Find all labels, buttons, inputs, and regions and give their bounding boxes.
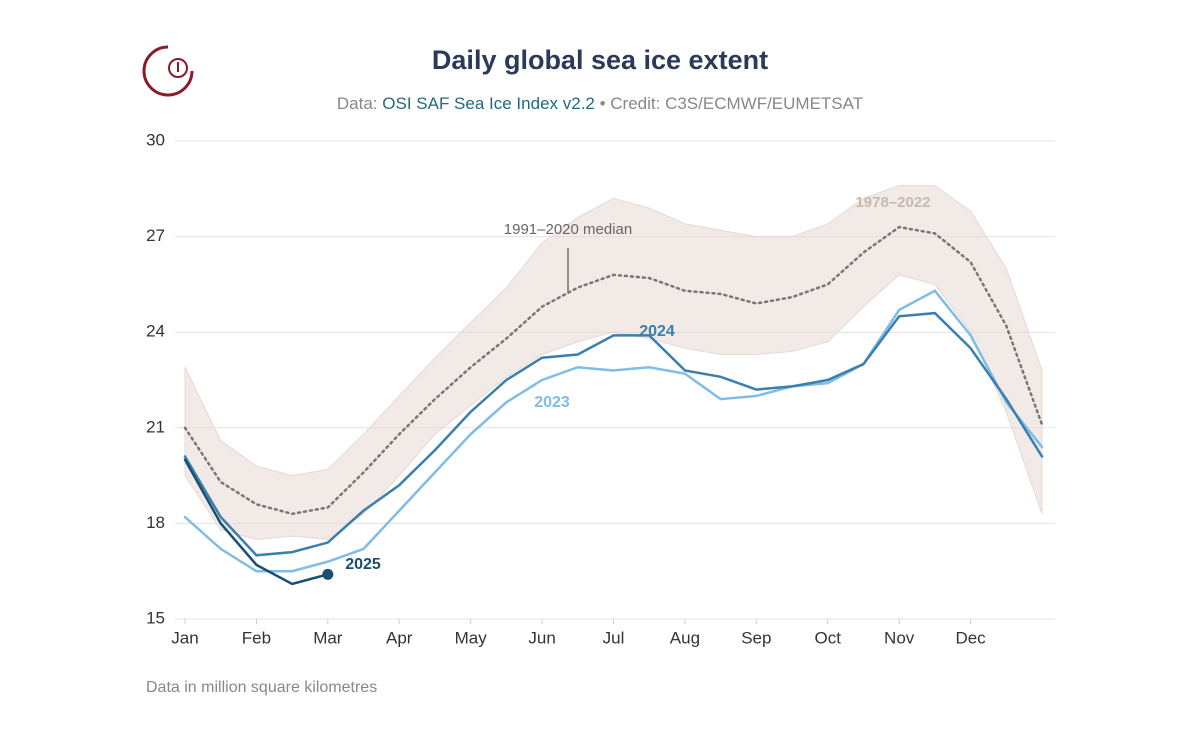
logo	[142, 45, 194, 97]
x-tick-label: Jan	[171, 628, 198, 647]
y-tick-label: 18	[146, 513, 165, 532]
y-tick-label: 21	[146, 417, 165, 436]
series-label: 2023	[534, 394, 570, 411]
series-line	[183, 289, 1044, 573]
x-tick-label: Nov	[884, 628, 915, 647]
series-line	[183, 311, 1044, 557]
y-tick-label: 15	[146, 608, 165, 627]
footnote: Data in million square kilometres	[146, 679, 377, 696]
y-tick-label: 30	[146, 130, 165, 149]
subtitle-source: OSI SAF Sea Ice Index v2.2	[382, 94, 595, 113]
x-tick-label: Dec	[955, 628, 986, 647]
x-tick-label: Aug	[670, 628, 700, 647]
x-tick-label: Mar	[313, 628, 343, 647]
subtitle-prefix: Data:	[337, 94, 378, 113]
series-line	[183, 225, 1044, 516]
x-tick-label: Oct	[815, 628, 842, 647]
subtitle-credit: • Credit: C3S/ECMWF/EUMETSAT	[600, 94, 864, 113]
x-tick-label: May	[455, 628, 488, 647]
y-tick-label: 24	[146, 322, 165, 341]
logo-arc	[142, 45, 194, 97]
x-tick-label: Jun	[528, 628, 555, 647]
chart-title: Daily global sea ice extent	[432, 45, 768, 75]
series-line	[183, 458, 330, 586]
x-tick-label: Jul	[603, 628, 625, 647]
series-label: 2024	[639, 323, 675, 340]
end-point	[322, 568, 334, 580]
x-tick-label: Apr	[386, 628, 413, 647]
series-label: 2025	[345, 556, 381, 573]
series-label: 1991–2020 median	[504, 221, 632, 238]
logo-circle	[168, 58, 188, 78]
range-band	[184, 185, 1043, 540]
y-tick-label: 27	[146, 226, 165, 245]
chart-subtitle: Data: OSI SAF Sea Ice Index v2.2 • Credi…	[337, 94, 863, 113]
band-label: 1978–2022	[855, 194, 930, 211]
x-tick-label: Sep	[741, 628, 771, 647]
x-tick-label: Feb	[242, 628, 271, 647]
